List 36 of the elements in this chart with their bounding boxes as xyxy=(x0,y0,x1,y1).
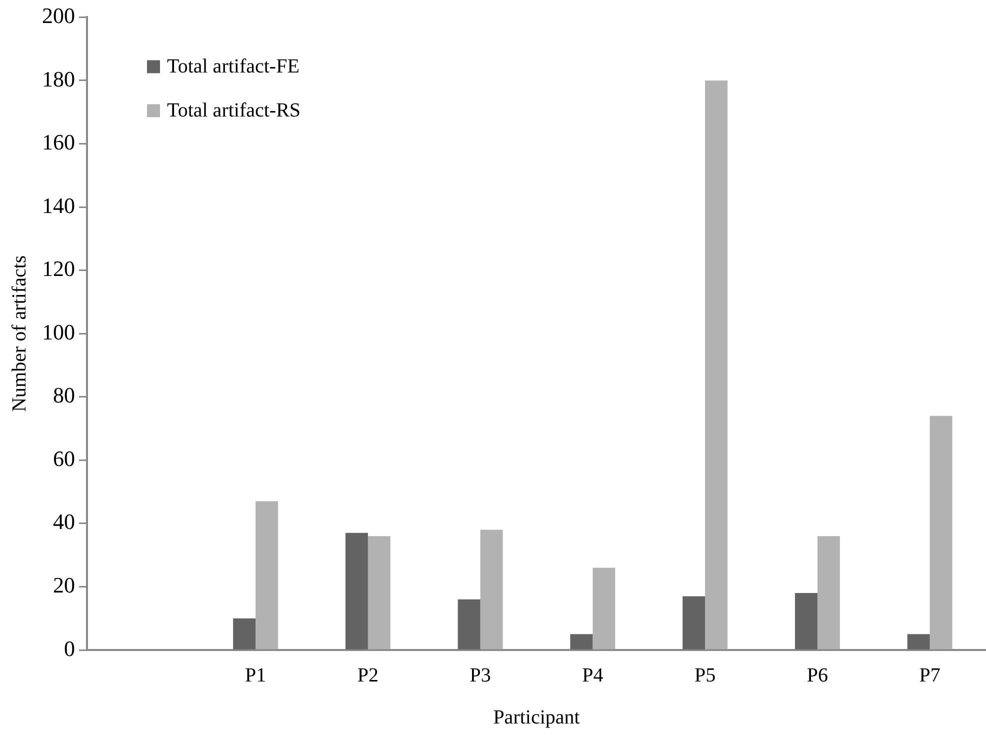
bar xyxy=(480,530,503,650)
bar xyxy=(592,568,616,650)
legend-label: Total artifact-FE xyxy=(167,55,300,78)
bar xyxy=(817,536,840,650)
x-tick-label: P5 xyxy=(694,664,716,686)
bar xyxy=(705,80,728,650)
x-tick-label: P2 xyxy=(357,664,378,686)
y-tick-label: 100 xyxy=(42,319,75,344)
y-tick-label: 160 xyxy=(42,130,75,155)
bar xyxy=(458,599,480,650)
bar xyxy=(907,634,930,650)
y-axis-title: Number of artifacts xyxy=(8,255,30,412)
y-tick-label: 80 xyxy=(53,382,75,408)
y-tick-label: 40 xyxy=(53,509,75,534)
bar xyxy=(233,618,256,650)
x-tick-label: P3 xyxy=(470,664,491,686)
y-tick-label: 0 xyxy=(64,636,75,661)
x-tick-label: P6 xyxy=(806,664,828,686)
bar xyxy=(256,501,278,650)
y-tick-label: 140 xyxy=(42,192,75,218)
bar xyxy=(368,536,390,650)
legend-label: Total artifact-RS xyxy=(167,99,301,122)
x-tick-label: P7 xyxy=(919,664,940,686)
y-tick-label: 200 xyxy=(42,2,75,28)
bar xyxy=(345,532,368,650)
y-tick-label: 20 xyxy=(53,572,75,598)
y-tick-label: 180 xyxy=(42,66,75,92)
x-tick-label: P1 xyxy=(245,664,266,686)
x-axis-title: Participant xyxy=(493,706,580,728)
bar xyxy=(682,596,706,650)
y-tick-label: 60 xyxy=(53,446,75,471)
bar xyxy=(570,634,593,650)
bar xyxy=(794,593,818,650)
x-tick-label: P4 xyxy=(582,664,604,686)
y-tick-label: 120 xyxy=(42,256,75,282)
bar xyxy=(930,416,952,650)
